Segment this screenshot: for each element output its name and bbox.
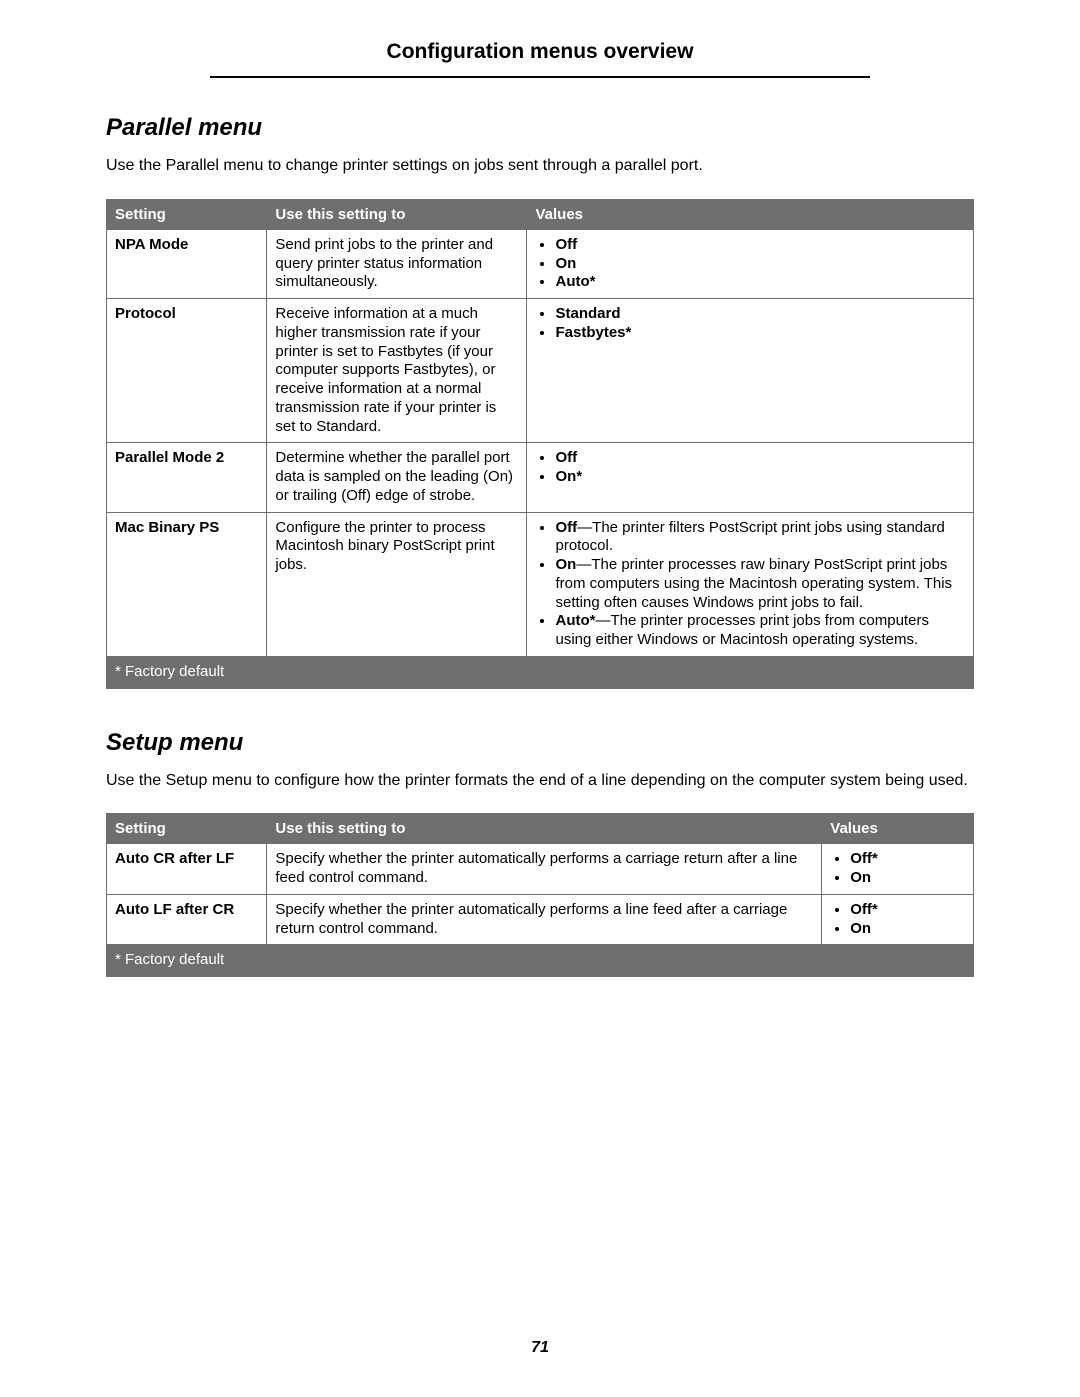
value-item: Off <box>555 236 965 255</box>
value-rest: —The printer filters PostScript print jo… <box>555 519 944 555</box>
value-item: On <box>555 255 965 274</box>
setting-name: Parallel Mode 2 <box>107 443 267 512</box>
setting-name: Auto LF after CR <box>107 894 267 945</box>
setting-values: Off—The printer filters PostScript print… <box>527 512 974 656</box>
setting-desc: Determine whether the parallel port data… <box>267 443 527 512</box>
col-header-use: Use this setting to <box>267 199 527 229</box>
value-bold: Standard <box>555 305 620 322</box>
value-bold: Fastbytes* <box>555 324 631 341</box>
section-heading-setup: Setup menu <box>106 729 974 757</box>
value-bold: On <box>555 255 576 272</box>
value-bold: Off* <box>850 850 878 867</box>
setting-name: Mac Binary PS <box>107 512 267 656</box>
value-bold: Off <box>555 236 577 253</box>
col-header-values: Values <box>527 199 974 229</box>
setting-desc: Receive information at a much higher tra… <box>267 299 527 443</box>
section-heading-parallel: Parallel menu <box>106 114 974 142</box>
table-row: Mac Binary PS Configure the printer to p… <box>107 512 974 656</box>
table-row: Auto CR after LF Specify whether the pri… <box>107 844 974 895</box>
setting-values: Off* On <box>822 894 974 945</box>
value-item: Standard <box>555 305 965 324</box>
value-bold: On* <box>555 468 582 485</box>
value-bold: Off* <box>850 901 878 918</box>
value-bold: On <box>555 556 576 573</box>
value-item: Off—The printer filters PostScript print… <box>555 519 965 557</box>
setting-values: Off* On <box>822 844 974 895</box>
table-row: Parallel Mode 2 Determine whether the pa… <box>107 443 974 512</box>
section-intro-setup: Use the Setup menu to configure how the … <box>106 771 974 792</box>
value-item: Auto* <box>555 273 965 292</box>
table-row: NPA Mode Send print jobs to the printer … <box>107 229 974 298</box>
value-item: On <box>850 869 965 888</box>
setting-name: NPA Mode <box>107 229 267 298</box>
col-header-values: Values <box>822 814 974 844</box>
table-header-row: Setting Use this setting to Values <box>107 199 974 229</box>
value-bold: Off <box>555 519 577 536</box>
value-bold: Off <box>555 449 577 466</box>
page-title: Configuration menus overview <box>210 40 870 78</box>
section-intro-parallel: Use the Parallel menu to change printer … <box>106 156 974 177</box>
setting-desc: Send print jobs to the printer and query… <box>267 229 527 298</box>
setting-desc: Specify whether the printer automaticall… <box>267 894 822 945</box>
setting-name: Protocol <box>107 299 267 443</box>
value-item: On <box>850 920 965 939</box>
value-item: Fastbytes* <box>555 324 965 343</box>
table-footer-text: * Factory default <box>107 656 974 688</box>
page-number: 71 <box>0 1339 1080 1357</box>
document-page: Configuration menus overview Parallel me… <box>0 0 1080 1397</box>
setting-desc: Configure the printer to process Macinto… <box>267 512 527 656</box>
value-bold: Auto* <box>555 273 595 290</box>
value-rest: —The printer processes print jobs from c… <box>555 612 928 648</box>
table-footer-row: * Factory default <box>107 656 974 688</box>
value-item: Off* <box>850 901 965 920</box>
value-bold: On <box>850 920 871 937</box>
table-row: Protocol Receive information at a much h… <box>107 299 974 443</box>
value-item: Auto*—The printer processes print jobs f… <box>555 612 965 650</box>
setting-values: Off On Auto* <box>527 229 974 298</box>
setting-desc: Specify whether the printer automaticall… <box>267 844 822 895</box>
value-bold: On <box>850 869 871 886</box>
col-header-setting: Setting <box>107 199 267 229</box>
setting-name: Auto CR after LF <box>107 844 267 895</box>
table-footer-text: * Factory default <box>107 945 974 977</box>
col-header-setting: Setting <box>107 814 267 844</box>
parallel-menu-table: Setting Use this setting to Values NPA M… <box>106 199 974 689</box>
value-item: On—The printer processes raw binary Post… <box>555 556 965 612</box>
value-item: On* <box>555 468 965 487</box>
value-bold: Auto* <box>555 612 595 629</box>
table-footer-row: * Factory default <box>107 945 974 977</box>
value-item: Off <box>555 449 965 468</box>
value-item: Off* <box>850 850 965 869</box>
value-rest: —The printer processes raw binary PostSc… <box>555 556 952 611</box>
table-header-row: Setting Use this setting to Values <box>107 814 974 844</box>
table-row: Auto LF after CR Specify whether the pri… <box>107 894 974 945</box>
col-header-use: Use this setting to <box>267 814 822 844</box>
setting-values: Standard Fastbytes* <box>527 299 974 443</box>
setup-menu-table: Setting Use this setting to Values Auto … <box>106 813 974 977</box>
setting-values: Off On* <box>527 443 974 512</box>
